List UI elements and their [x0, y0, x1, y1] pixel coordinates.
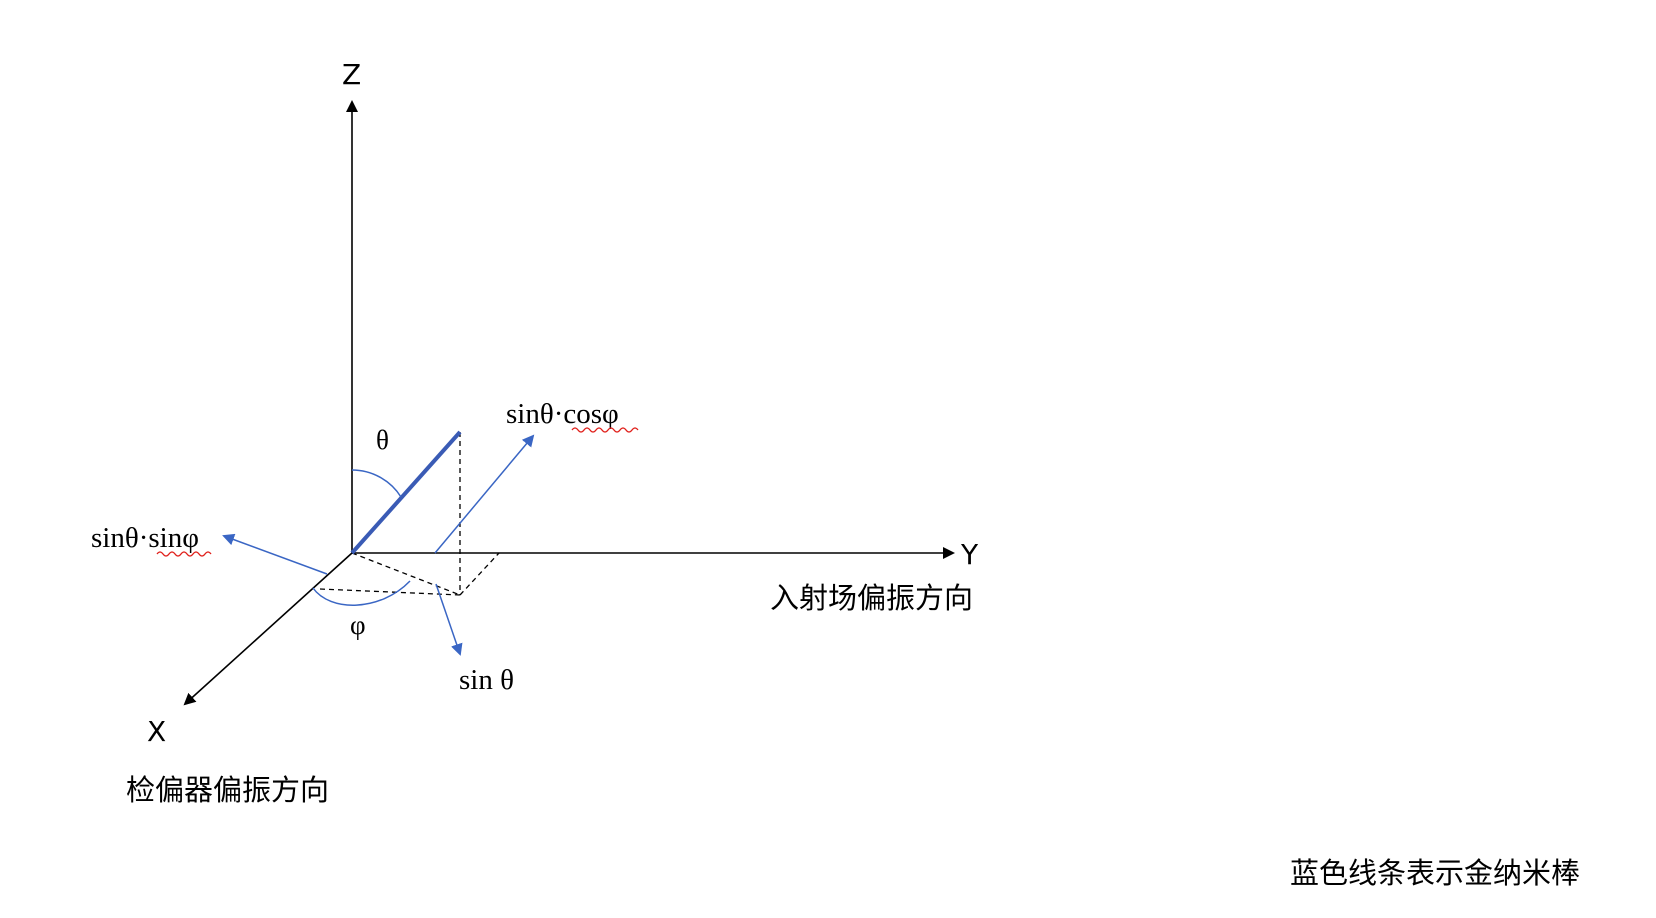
cos-component-label: sinθ·cosφ: [506, 398, 619, 430]
projection-vector: [435, 583, 463, 656]
y-axis-label: Y: [960, 538, 979, 571]
nanorod-note: 蓝色线条表示金纳米棒: [1290, 856, 1580, 890]
phi-arc: [312, 580, 411, 606]
spellcheck-underline-sin: [156, 551, 212, 557]
incident-field-caption: 入射场偏振方向: [770, 581, 973, 615]
analyzer-caption: 检偏器偏振方向: [126, 773, 329, 807]
spellcheck-underline-cos: [571, 427, 639, 433]
cos-component-vector: [434, 434, 535, 554]
phi-label: φ: [350, 610, 366, 640]
theta-arc: [351, 469, 402, 498]
sin-component-label: sinθ·sinφ: [91, 522, 199, 554]
projection-label: sin θ: [459, 664, 514, 696]
z-axis-label: Z: [342, 58, 361, 91]
x-axis: [183, 552, 353, 706]
theta-label: θ: [376, 425, 389, 455]
x-axis-label: X: [147, 715, 166, 748]
sin-component-vector: [222, 533, 328, 575]
projection-dashed-lines: [319, 432, 500, 596]
gold-nanorod: [350, 430, 462, 555]
